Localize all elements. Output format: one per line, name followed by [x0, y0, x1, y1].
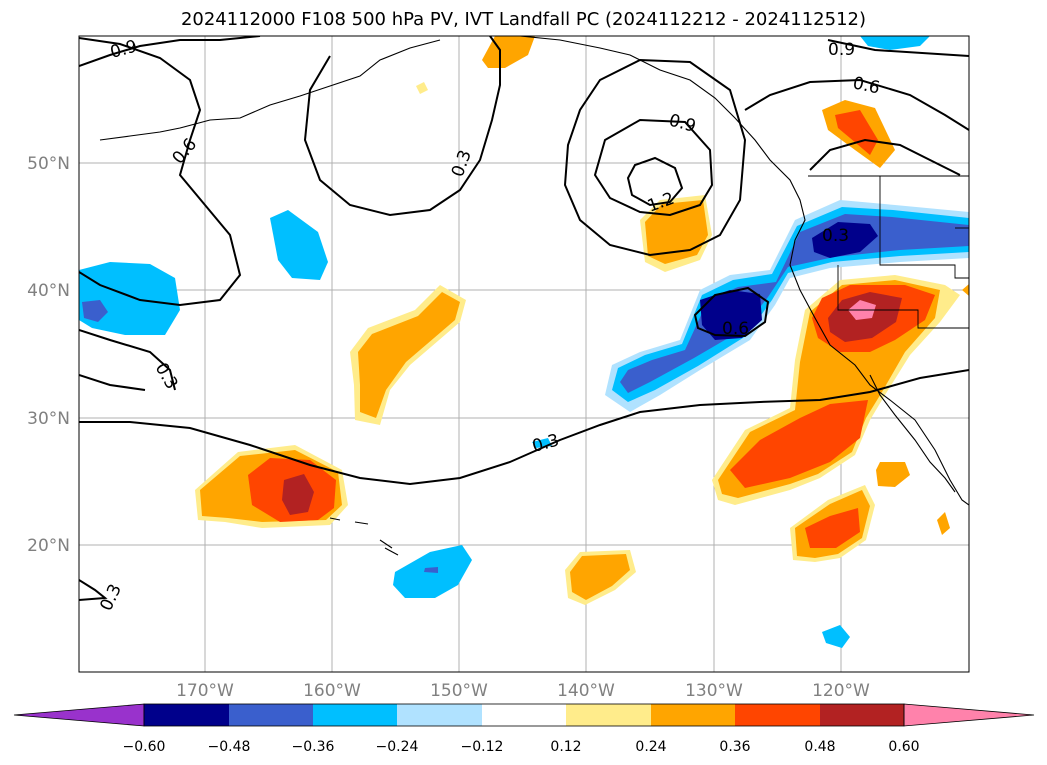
colorbar-tick: 0.36 [719, 739, 750, 755]
contour-label-group: 0.9 0.6 0.3 0.9 1.2 0.9 0.6 0.3 0.6 0.3 … [96, 37, 881, 615]
contour-0.6-coast [693, 286, 770, 338]
colorbar: −0.60 −0.48 −0.36 −0.24 −0.12 0.12 0.24 … [13, 703, 1035, 755]
coast-gulf-alaska [519, 36, 969, 506]
contour-label-9: 0.6 [722, 319, 749, 339]
coast-hawaii [329, 517, 399, 556]
colorbar-tick: 0.12 [550, 739, 581, 755]
colorbar-bin [313, 704, 397, 726]
lon-label-140w: 140°W [557, 681, 615, 701]
lat-label-40n: 40°N [27, 281, 70, 301]
contour-label-4: 0.9 [828, 40, 855, 60]
colorbar-bin [144, 704, 229, 726]
contour-label-12: 0.3 [96, 581, 126, 614]
lon-label-170w: 170°W [176, 681, 234, 701]
lat-labels: 50°N 40°N 30°N 20°N [27, 154, 70, 556]
contour-0.6-west [79, 37, 242, 307]
shade-pos-tiny [416, 82, 428, 94]
pv-contours [79, 36, 969, 601]
colorbar-tick: −0.36 [292, 739, 335, 755]
shade-neg-120w-south [822, 625, 850, 648]
colorbar-tick: −0.48 [208, 739, 251, 755]
coastlines [99, 36, 969, 556]
contour-label-7: 0.6 [851, 73, 882, 98]
colorbar-tick-labels: −0.60 −0.48 −0.36 −0.24 −0.12 0.12 0.24 … [123, 739, 920, 755]
shade-neg-west [79, 262, 180, 335]
coast-baja [869, 374, 956, 493]
shade-pos-164w-core [282, 474, 314, 515]
map-title: 2024112000 F108 500 hPa PV, IVT Landfall… [180, 9, 867, 30]
contour-0.9-nw [79, 36, 261, 67]
lon-label-150w: 150°W [430, 681, 488, 701]
contour-label-10: 0.3 [151, 360, 182, 393]
colorbar-bin [820, 704, 904, 726]
lat-label-20n: 20°N [27, 536, 70, 556]
ivt-shading [79, 36, 969, 648]
shade-neg-core-sea [700, 290, 762, 340]
contour-0.6-ne [744, 78, 969, 131]
colorbar-bin [397, 704, 482, 726]
shade-pos-baja-south [937, 512, 950, 535]
lon-label-160w: 160°W [303, 681, 361, 701]
colorbar-extend-min [13, 703, 145, 727]
shade-neg-west-core [82, 300, 108, 322]
colorbar-tick: 0.24 [635, 739, 666, 755]
border-states-1 [879, 176, 969, 279]
colorbar-tick: 0.48 [804, 739, 835, 755]
shade-pos-north [482, 36, 535, 68]
colorbar-bin [651, 704, 735, 726]
contour-0.3-sw [79, 579, 108, 601]
contour-0.9-ne [827, 39, 969, 57]
shade-pos-baja [876, 462, 910, 487]
border-states-2 [837, 265, 969, 329]
contour-label-3: 0.3 [448, 147, 476, 179]
coast-aleutians [99, 39, 441, 141]
shade-neg-165w [270, 210, 328, 280]
map-area: 0.9 0.6 0.3 0.9 1.2 0.9 0.6 0.3 0.6 0.3 … [79, 36, 969, 672]
colorbar-bin [482, 704, 566, 726]
colorbar-tick: 0.60 [888, 739, 919, 755]
shade-pos-152w-inner [358, 292, 460, 418]
shade-neg-northeast [860, 36, 930, 50]
contour-0.9-low [563, 58, 747, 257]
lon-label-130w: 130°W [685, 681, 743, 701]
colorbar-outline [143, 703, 905, 727]
contour-label-11: 0.3 [530, 431, 561, 457]
contour-0.3-ne [809, 138, 961, 176]
contour-0.3-center [303, 36, 501, 217]
contour-label-8: 0.3 [822, 226, 849, 246]
lon-labels: 170°W 160°W 150°W 140°W 130°W 120°W [176, 681, 870, 701]
colorbar-bin [735, 704, 820, 726]
colorbar-tick: −0.24 [376, 739, 419, 755]
shade-neg-150w-core [424, 567, 438, 573]
colorbar-tick: −0.12 [461, 739, 504, 755]
contour-0.3-south [79, 369, 969, 486]
shade-neg-core-coast [812, 222, 878, 258]
colorbar-extend-max [903, 703, 1035, 727]
map-frame [78, 35, 970, 673]
borders [808, 175, 969, 329]
lat-label-50n: 50°N [27, 154, 70, 174]
shade-pos-120w-red [805, 508, 860, 548]
contour-label-1: 0.9 [108, 37, 139, 63]
colorbar-bin [229, 704, 313, 726]
shade-pos-edge [962, 284, 969, 296]
colorbar-bin [566, 704, 651, 726]
shade-neg-band-mid [620, 214, 969, 393]
contour-1.2-low [593, 118, 714, 217]
contour-label-6: 0.9 [667, 111, 698, 137]
lon-label-120w: 120°W [812, 681, 870, 701]
lat-label-30n: 30°N [27, 409, 70, 429]
contour-0.3-west [79, 329, 176, 391]
shade-pos-ne-core [835, 110, 878, 155]
shade-pos-140w-inner [570, 554, 630, 600]
colorbar-tick: −0.60 [123, 739, 166, 755]
contour-1.5-low [626, 156, 684, 207]
contour-0.3-west2 [79, 374, 146, 391]
shade-pos-se-red [730, 400, 868, 488]
